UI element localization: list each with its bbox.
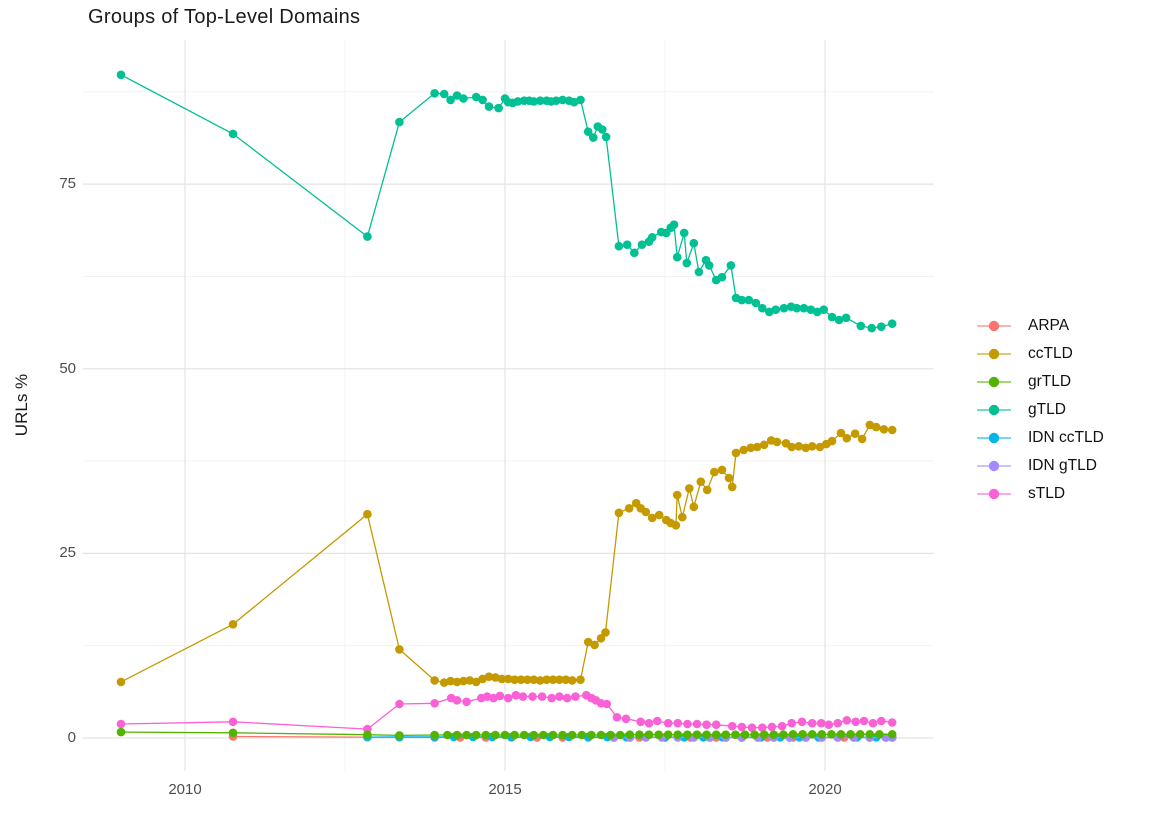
- y-axis-title: URLs %: [12, 373, 31, 437]
- x-tick-label-2010: 2010: [168, 781, 202, 798]
- series-cctld: [116, 420, 897, 687]
- x-tick-label-2015: 2015: [488, 781, 522, 798]
- legend-key-icon: [977, 488, 1011, 500]
- legend: ARPA ccTLD grTLD gTLD IDN ccTLD IDN gTLD sTLD: [976, 317, 1104, 514]
- legend-item-gtld: gTLD: [976, 401, 1104, 418]
- series-grtld: [116, 727, 897, 740]
- legend-label: sTLD: [1028, 485, 1066, 502]
- series-stld: [116, 690, 897, 734]
- legend-label: IDN gTLD: [1028, 457, 1097, 474]
- gridlines: [82, 40, 934, 772]
- legend-label: ccTLD: [1028, 345, 1073, 362]
- y-tick-label-25: 25: [59, 544, 76, 562]
- x-tick-label-2020: 2020: [808, 781, 842, 798]
- legend-label: ARPA: [1028, 317, 1070, 334]
- legend-key-icon: [977, 348, 1011, 360]
- y-tick-label-75: 75: [59, 175, 76, 193]
- legend-key-icon: [977, 376, 1011, 388]
- legend-key-icon: [977, 460, 1011, 472]
- legend-label: grTLD: [1028, 373, 1072, 390]
- y-tick-label-50: 50: [59, 359, 76, 377]
- legend-item-cctld: ccTLD: [976, 345, 1104, 362]
- chart-title: Groups of Top-Level Domains: [88, 6, 361, 28]
- series-gtld: [116, 70, 897, 333]
- legend-key-icon: [977, 432, 1011, 444]
- legend-item-idn-cctld: IDN ccTLD: [976, 429, 1104, 446]
- legend-label: gTLD: [1028, 401, 1066, 418]
- legend-item-grtld: grTLD: [976, 373, 1104, 390]
- y-tick-label-0: 0: [67, 729, 76, 746]
- legend-item-stld: sTLD: [976, 485, 1104, 502]
- legend-item-idn-gtld: IDN gTLD: [976, 457, 1104, 474]
- legend-item-arpa: ARPA: [976, 317, 1104, 334]
- legend-label: IDN ccTLD: [1028, 429, 1104, 446]
- legend-key-icon: [977, 404, 1011, 416]
- legend-key-icon: [977, 320, 1011, 332]
